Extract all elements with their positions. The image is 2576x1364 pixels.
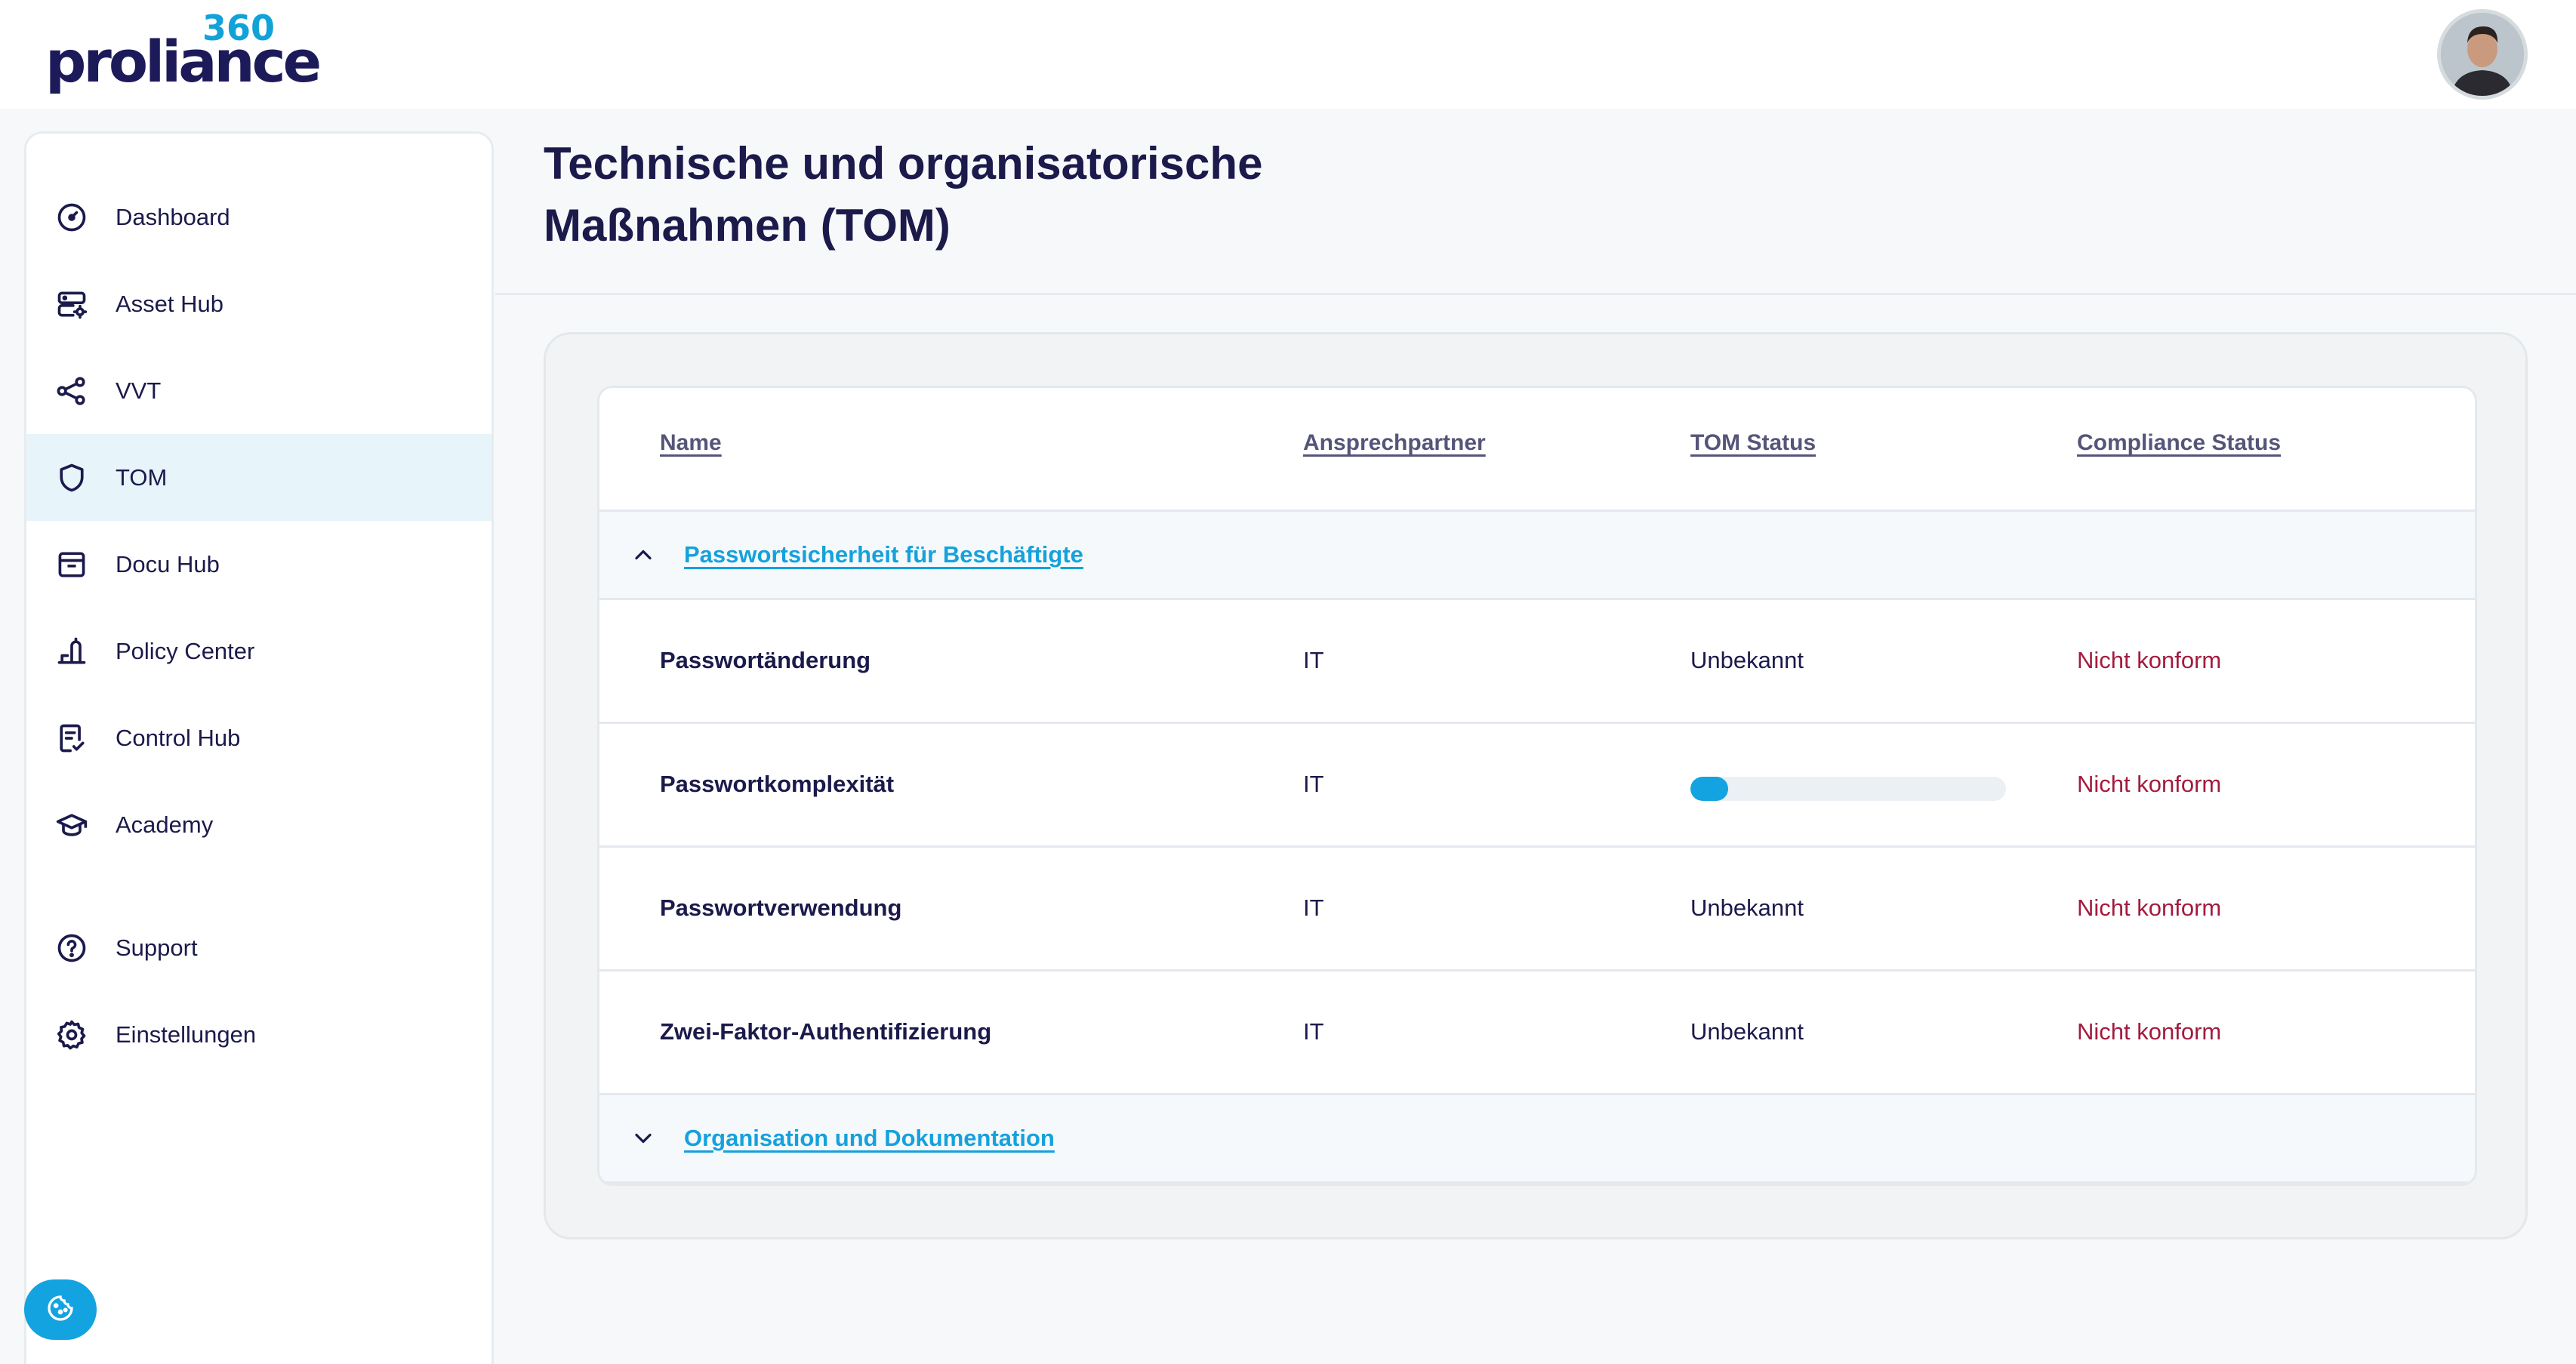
policy-icon [54,633,90,670]
row-compliance-status: Nicht konform [2077,647,2222,673]
page-title-line-2: Maßnahmen (TOM) [544,200,951,251]
shield-icon [54,460,90,496]
sidebar-item-support[interactable]: Support [26,904,491,991]
group-title-link[interactable]: Organisation und Dokumentation [684,1125,1055,1151]
column-header-tom-status[interactable]: TOM Status [1690,430,1816,455]
table-header: Name Ansprechpartner TOM Status Complian… [599,388,2475,512]
column-header-compliance-status[interactable]: Compliance Status [2077,430,2282,455]
logo-suffix: 360 [202,8,276,48]
sidebar: Dashboard Asset Hub VVT TOM Docu Hub Pol… [24,131,494,1364]
row-compliance-status: Nicht konform [2077,1018,2222,1045]
group-row[interactable]: Passwortsicherheit für Beschäftigte [599,510,2475,600]
table-row[interactable]: Zwei-Faktor-Authentifizierung IT Unbekan… [599,971,2475,1095]
sidebar-item-label: TOM [116,463,168,491]
row-tom-status: Unbekannt [1690,647,1804,673]
share-nodes-icon [54,373,90,409]
sidebar-item-dashboard[interactable]: Dashboard [26,174,491,260]
row-compliance-status: Nicht konform [2077,894,2222,921]
table-row[interactable]: Passwortkomplexität IT Nicht konform [599,724,2475,848]
row-name: Zwei-Faktor-Authentifizierung [660,1018,992,1045]
sidebar-item-asset-hub[interactable]: Asset Hub [26,260,491,347]
avatar-image [2441,13,2524,96]
group-row[interactable]: Organisation und Dokumentation [599,1093,2475,1184]
sidebar-item-label: Control Hub [116,724,241,751]
sidebar-item-label: Docu Hub [116,550,220,577]
column-header-ansprechpartner[interactable]: Ansprechpartner [1303,430,1486,455]
sidebar-item-label: Einstellungen [116,1021,257,1048]
sidebar-item-label: Support [116,934,198,961]
page-title: Technische und organisatorische Maßnahme… [544,133,1601,257]
sidebar-item-label: Dashboard [116,203,230,230]
sidebar-item-docu-hub[interactable]: Docu Hub [26,521,491,608]
gear-icon [54,1017,90,1053]
row-contact: IT [1303,647,1324,673]
row-name: Passwortverwendung [660,894,902,921]
column-header-name[interactable]: Name [660,430,722,455]
top-bar: proliance 360 [0,0,2576,109]
row-name: Passwortkomplexität [660,771,895,797]
sidebar-item-vvt[interactable]: VVT [26,347,491,434]
chevron-up-icon[interactable] [630,541,657,568]
sidebar-item-label: VVT [116,377,162,404]
checklist-icon [54,720,90,756]
user-avatar[interactable] [2437,9,2528,100]
graduation-cap-icon [54,807,90,843]
gauge-icon [54,199,90,236]
sidebar-item-tom[interactable]: TOM [26,434,491,521]
page-title-line-1: Technische und organisatorische [544,138,1263,189]
chevron-down-icon[interactable] [630,1125,657,1152]
progress-fill [1690,777,1729,801]
sidebar-item-label: Academy [116,811,214,838]
tom-table: Name Ansprechpartner TOM Status Complian… [597,386,2477,1186]
row-name: Passwortänderung [660,647,871,673]
row-contact: IT [1303,1018,1324,1045]
row-contact: IT [1303,771,1324,797]
row-tom-status: Unbekannt [1690,894,1804,921]
sidebar-item-policy-center[interactable]: Policy Center [26,608,491,694]
cookie-settings-button[interactable] [24,1279,97,1340]
table-row[interactable]: Passwortänderung IT Unbekannt Nicht konf… [599,600,2475,724]
server-gear-icon [54,286,90,322]
group-title-link[interactable]: Passwortsicherheit für Beschäftigte [684,541,1083,568]
sidebar-item-label: Asset Hub [116,290,224,317]
sidebar-item-control-hub[interactable]: Control Hub [26,694,491,781]
row-tom-status: Unbekannt [1690,1018,1804,1045]
archive-box-icon [54,547,90,583]
proliance-logo[interactable]: proliance 360 [45,8,322,95]
logo-wordmark: proliance [45,28,322,95]
cookie-icon [45,1293,75,1327]
sidebar-item-label: Policy Center [116,637,255,664]
table-row[interactable]: Passwortverwendung IT Unbekannt Nicht ko… [599,848,2475,971]
row-compliance-status: Nicht konform [2077,771,2222,797]
sidebar-item-einstellungen[interactable]: Einstellungen [26,991,491,1078]
question-circle-icon [54,930,90,966]
title-divider [495,293,2576,295]
sidebar-item-academy[interactable]: Academy [26,781,491,868]
content-panel: Name Ansprechpartner TOM Status Complian… [544,332,2528,1239]
row-contact: IT [1303,894,1324,921]
tom-status-progress-bar [1690,777,2006,801]
